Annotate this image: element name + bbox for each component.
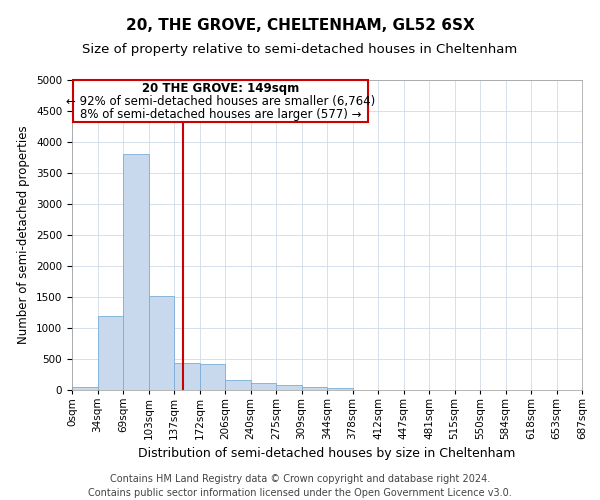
Bar bbox=[149, 296, 174, 390]
Text: Contains HM Land Registry data © Crown copyright and database right 2024.
Contai: Contains HM Land Registry data © Crown c… bbox=[88, 474, 512, 498]
FancyBboxPatch shape bbox=[73, 80, 368, 122]
Bar bbox=[276, 386, 302, 390]
X-axis label: Distribution of semi-detached houses by size in Cheltenham: Distribution of semi-detached houses by … bbox=[139, 448, 515, 460]
Bar bbox=[123, 154, 149, 390]
Text: 8% of semi-detached houses are larger (577) →: 8% of semi-detached houses are larger (5… bbox=[80, 108, 361, 121]
Text: Size of property relative to semi-detached houses in Cheltenham: Size of property relative to semi-detach… bbox=[82, 42, 518, 56]
Y-axis label: Number of semi-detached properties: Number of semi-detached properties bbox=[17, 126, 31, 344]
Bar bbox=[225, 380, 251, 390]
Bar bbox=[302, 387, 327, 390]
Bar bbox=[251, 383, 276, 390]
Bar bbox=[199, 364, 225, 390]
Bar bbox=[327, 388, 353, 390]
Text: ← 92% of semi-detached houses are smaller (6,764): ← 92% of semi-detached houses are smalle… bbox=[66, 95, 375, 108]
Text: 20, THE GROVE, CHELTENHAM, GL52 6SX: 20, THE GROVE, CHELTENHAM, GL52 6SX bbox=[125, 18, 475, 32]
Bar bbox=[174, 364, 199, 390]
Text: 20 THE GROVE: 149sqm: 20 THE GROVE: 149sqm bbox=[142, 82, 299, 94]
Bar bbox=[72, 387, 97, 390]
Bar bbox=[97, 316, 123, 390]
